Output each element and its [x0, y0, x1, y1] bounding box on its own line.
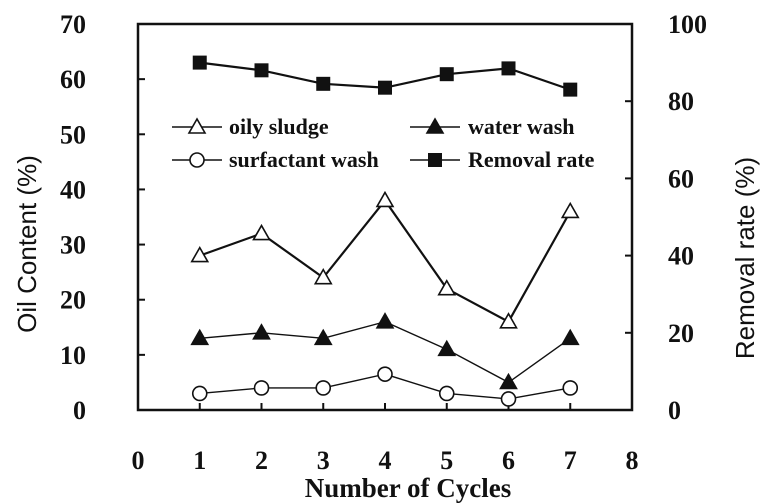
data-point-surfactant-wash — [315, 380, 332, 396]
data-point-oily-sludge — [252, 223, 271, 241]
y-left-tick-label: 20 — [60, 286, 86, 315]
data-point-surfactant-wash — [191, 385, 208, 402]
y-right-tick-label: 20 — [668, 319, 694, 348]
legend-marker-removal-rate — [428, 153, 442, 167]
legend-marker-water-wash — [425, 117, 445, 134]
data-point-removal-rate — [439, 67, 454, 82]
legend-marker-oily-sludge — [187, 117, 207, 134]
x-tick-label: 7 — [564, 446, 577, 475]
data-point-water-wash — [252, 323, 271, 340]
y-right-tick-label: 40 — [668, 242, 694, 271]
x-axis-label: Number of Cycles — [305, 473, 511, 503]
data-point-removal-rate — [316, 76, 331, 91]
y-left-tick-label: 70 — [60, 10, 86, 39]
series-surfactant-wash — [191, 366, 579, 407]
series-oily-sludge — [190, 190, 580, 329]
data-point-removal-rate — [254, 63, 269, 78]
data-point-removal-rate — [501, 61, 516, 76]
data-point-water-wash — [313, 328, 333, 346]
y-left-tick-label: 50 — [60, 120, 86, 149]
legend-item-surfactant-wash: surfactant wash — [172, 147, 379, 172]
y-axis-right-label: Removal rate (%) — [730, 157, 760, 359]
legend-item-removal-rate: Removal rate — [410, 147, 595, 172]
x-tick-label: 5 — [440, 446, 453, 475]
series-layer — [190, 55, 580, 407]
legend: oily sludge water wash surfactant wash Remo… — [172, 114, 595, 172]
data-point-oily-sludge — [437, 279, 457, 296]
data-point-oily-sludge — [560, 201, 580, 219]
y-left-tick-label: 60 — [60, 65, 86, 94]
data-point-water-wash — [375, 312, 395, 329]
y-left-tick-label: 10 — [60, 341, 86, 370]
y-right-tick-label: 60 — [668, 164, 694, 193]
data-point-oily-sludge — [190, 245, 210, 263]
data-point-removal-rate — [192, 55, 207, 70]
x-tick-label: 1 — [193, 446, 206, 475]
data-point-oily-sludge — [313, 268, 333, 285]
data-point-water-wash — [560, 328, 580, 346]
y-right-tick-label: 0 — [668, 396, 681, 425]
data-point-water-wash — [437, 339, 457, 357]
legend-label-water-wash: water wash — [468, 114, 575, 139]
data-point-oily-sludge — [499, 312, 518, 329]
data-point-removal-rate — [563, 82, 578, 97]
data-point-removal-rate — [378, 80, 392, 95]
data-point-surfactant-wash — [438, 385, 455, 402]
legend-label-removal-rate: Removal rate — [468, 147, 595, 172]
y-axis-left-label: Oil Content (%) — [12, 155, 42, 333]
y-right-tick-label: 80 — [668, 87, 694, 116]
legend-label-surfactant-wash: surfactant wash — [229, 147, 379, 172]
x-tick-label: 8 — [626, 446, 639, 475]
legend-label-oily-sludge: oily sludge — [229, 114, 329, 139]
x-tick-label: 2 — [255, 446, 268, 475]
x-tick-label: 6 — [502, 446, 515, 475]
data-point-water-wash — [190, 328, 210, 346]
y-right-tick-label: 100 — [668, 10, 707, 39]
data-point-surfactant-wash — [253, 380, 270, 396]
y-left-tick-label: 30 — [60, 231, 86, 260]
x-ticks: 0 1 2 3 4 5 6 7 8 — [132, 403, 639, 475]
data-point-oily-sludge — [375, 190, 395, 208]
data-point-surfactant-wash — [377, 366, 393, 382]
series-water-wash — [190, 312, 580, 390]
data-point-surfactant-wash — [500, 391, 517, 407]
y-left-tick-label: 40 — [60, 175, 86, 204]
data-point-surfactant-wash — [562, 380, 579, 396]
legend-item-oily-sludge: oily sludge — [172, 114, 329, 139]
y-left-tick-label: 0 — [73, 396, 86, 425]
series-line-oily-sludge — [199, 198, 572, 324]
y-right-ticks: 0 20 40 60 80 100 — [625, 10, 707, 425]
legend-item-water-wash: water wash — [410, 114, 575, 139]
data-point-water-wash — [499, 372, 518, 390]
x-tick-label: 0 — [132, 446, 145, 475]
series-removal-rate — [192, 55, 578, 97]
y-left-ticks: 0 10 20 30 40 50 60 70 — [60, 10, 145, 425]
x-tick-label: 4 — [379, 446, 392, 475]
x-tick-label: 3 — [317, 446, 330, 475]
legend-marker-surfactant-wash — [189, 152, 205, 168]
